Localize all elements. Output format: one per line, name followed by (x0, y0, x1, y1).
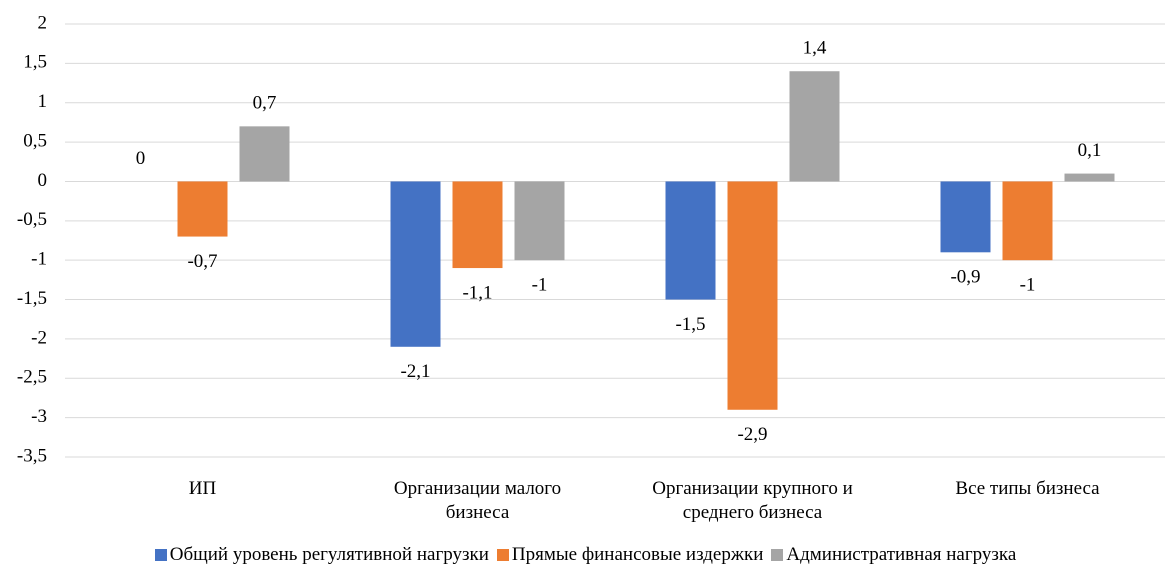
y-tick-label: -2 (31, 327, 47, 348)
data-label: -1,5 (675, 314, 705, 335)
y-tick-label: 2 (38, 12, 48, 33)
data-label: -2,9 (737, 424, 767, 445)
bar (665, 181, 716, 300)
data-label: -0,9 (950, 267, 980, 288)
legend-swatch (496, 549, 509, 561)
data-label: 0,7 (253, 93, 277, 114)
data-label: -1 (1020, 275, 1036, 296)
legend-label: Прямые финансовые издержки (511, 544, 764, 565)
y-tick-label: -3,5 (17, 445, 47, 466)
bar (239, 126, 290, 182)
y-tick-label: 1 (38, 91, 48, 112)
bar (789, 71, 840, 182)
y-tick-label: -3 (31, 406, 47, 427)
y-tick-label: 1,5 (23, 52, 47, 73)
y-tick-label: 0,5 (23, 130, 47, 151)
data-label: -2,1 (400, 361, 430, 382)
bar (452, 181, 503, 269)
legend-swatch (771, 549, 784, 561)
y-tick-label: -1,5 (17, 288, 47, 309)
x-tick-label: ИП (188, 478, 217, 499)
y-tick-label: -0,5 (17, 209, 47, 230)
legend-item: Административная нагрузка (771, 544, 1016, 566)
y-tick-label: -2,5 (17, 367, 47, 388)
bar (177, 181, 228, 237)
legend: Общий уровень регулятивной нагрузки Прямы… (0, 544, 1171, 566)
legend-swatch (154, 549, 167, 561)
x-tick-label: Организации крупного и среднего бизнеса (652, 478, 853, 523)
data-label: -0,7 (187, 251, 217, 272)
data-label: 0,1 (1078, 140, 1102, 161)
data-label: 1,4 (803, 38, 827, 59)
bar (390, 181, 441, 347)
x-tick-label: Все типы бизнеса (955, 478, 1100, 499)
bar (514, 181, 565, 261)
legend-item: Общий уровень регулятивной нагрузки (154, 544, 489, 566)
legend-item: Прямые финансовые издержки (496, 544, 764, 566)
bar (1064, 173, 1115, 182)
bar (727, 181, 778, 410)
y-tick-label: 0 (38, 170, 48, 191)
x-tick-label: Организации малого бизнеса (393, 478, 562, 523)
y-tick-label: -1 (31, 249, 47, 270)
data-label: -1,1 (462, 282, 492, 303)
legend-label: Административная нагрузка (786, 544, 1017, 565)
bar (1002, 181, 1053, 261)
data-label: 0 (136, 148, 146, 169)
legend-label: Общий уровень регулятивной нагрузки (169, 544, 489, 565)
data-label: -1 (532, 275, 548, 296)
bar (940, 181, 991, 253)
